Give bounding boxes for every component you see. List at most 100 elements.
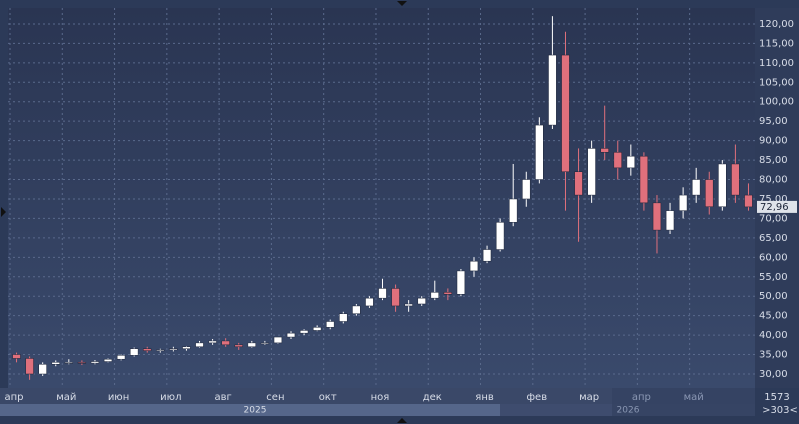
candle-body (116, 355, 126, 360)
candle-body (456, 270, 466, 295)
candle-body (509, 198, 518, 223)
x-tick-label: апр (4, 392, 23, 403)
candle-body (38, 364, 47, 375)
y-tick-label: 85,00 (759, 155, 788, 166)
candle-body (495, 222, 505, 250)
candle-body (260, 342, 270, 345)
y-axis-area (755, 8, 799, 388)
x-tick-label: янв (475, 392, 494, 403)
candle-body (234, 344, 243, 348)
candle-body (247, 342, 256, 348)
y-tick-label: 115,00 (759, 38, 794, 49)
candle-body (705, 179, 714, 208)
top-handle[interactable] (397, 1, 407, 6)
x-tick-label: окт (319, 392, 337, 403)
y-tick-label: 80,00 (759, 175, 788, 186)
candle-body (613, 152, 622, 169)
x-tick-label: май (684, 392, 704, 403)
candle-body (273, 336, 283, 344)
candle-body (744, 194, 753, 208)
y-tick-label: 45,00 (759, 311, 788, 322)
x-tick-label: авг (214, 392, 231, 403)
x-tick-label: ноя (371, 392, 390, 403)
candle-body (574, 171, 583, 196)
y-tick-label: 95,00 (759, 116, 788, 127)
future-range (612, 388, 755, 416)
candle-body (548, 54, 557, 126)
candle-body (103, 358, 113, 362)
candle-body (378, 288, 387, 299)
candle-body (535, 124, 544, 180)
candle-body (221, 340, 230, 346)
candle-body (731, 163, 740, 196)
candle-body (208, 340, 217, 344)
candle-body (639, 155, 649, 204)
candle-body (391, 288, 400, 307)
candle-body (443, 292, 453, 295)
candle-body (522, 179, 531, 200)
x-tick-label: июн (108, 392, 129, 403)
y-tick-label: 105,00 (759, 77, 794, 88)
y-tick-label: 100,00 (759, 97, 794, 108)
y-tick-label: 35,00 (759, 350, 788, 361)
candle-body (143, 348, 152, 351)
candle-body (352, 305, 361, 314)
candle-body (652, 202, 662, 231)
y-tick-label: 70,00 (759, 213, 788, 224)
candle-body (90, 361, 100, 364)
scrollbar[interactable] (0, 404, 500, 416)
y-tick-label: 65,00 (759, 233, 788, 244)
candle-body (299, 330, 309, 334)
y-tick-label: 120,00 (759, 19, 794, 30)
x-tick-label: май (56, 392, 76, 403)
x-tick-label: апр (632, 392, 651, 403)
x-axis-area (0, 388, 755, 404)
year-label: 2025 (244, 406, 267, 416)
candle-body (469, 260, 479, 272)
candle-body (169, 348, 178, 351)
candle-body (51, 362, 60, 365)
candle-body (129, 348, 139, 356)
candle-body (718, 163, 727, 208)
last-price-label: 72,96 (760, 202, 789, 213)
y-tick-label: 40,00 (759, 330, 788, 341)
candle-body (417, 297, 426, 305)
x-tick-label: мар (579, 392, 599, 403)
candle-body (365, 297, 374, 307)
candle-body (286, 332, 296, 338)
last-price-box (757, 200, 797, 213)
candle-body (195, 342, 204, 348)
candle-body (182, 346, 191, 349)
y-tick-label: 30,00 (759, 369, 788, 380)
x-tick-label: фев (527, 392, 548, 403)
plot-area (8, 8, 755, 388)
candle-body (25, 358, 34, 375)
y-tick-label: 55,00 (759, 272, 788, 283)
candle-body (156, 349, 165, 352)
candle-body (626, 155, 636, 169)
candle-body (339, 313, 348, 322)
candle-body (326, 321, 335, 328)
candle-body (600, 148, 609, 153)
y-tick-label: 75,00 (759, 194, 788, 205)
x-tick-label: июл (160, 392, 181, 403)
candle-body (64, 362, 73, 364)
year-label: 2026 (617, 406, 640, 416)
y-tick-label: 110,00 (759, 58, 794, 69)
x-tick-label: дек (423, 392, 442, 403)
candle-body (404, 303, 413, 307)
candle-body (678, 194, 688, 211)
status-range: >303< (762, 405, 798, 416)
bottom-handle[interactable] (397, 418, 407, 423)
candle-body (692, 179, 701, 196)
candle-body (312, 327, 322, 331)
candle-body (77, 362, 87, 364)
candle-body (665, 210, 675, 231)
candle-body (430, 292, 439, 299)
y-tick-label: 90,00 (759, 136, 788, 147)
x-tick-label: сен (266, 392, 284, 403)
candle-body (587, 148, 596, 196)
left-handle[interactable] (1, 207, 6, 217)
